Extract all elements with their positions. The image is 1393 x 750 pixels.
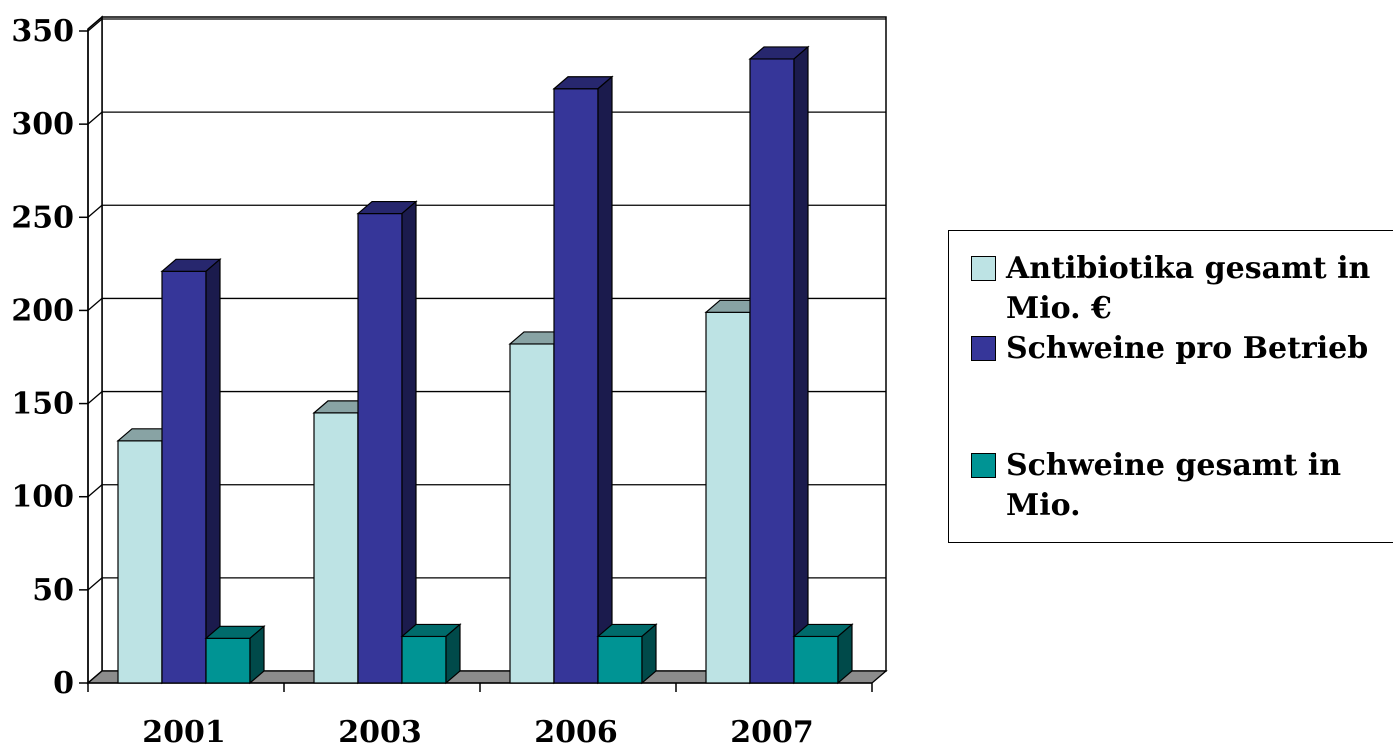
y-tick-label: 100 [11,480,74,515]
y-tick-label: 150 [11,387,74,422]
y-tick-label: 0 [53,666,74,701]
legend-label-antibiotika: Antibiotika gesamt in Mio. € [1006,251,1371,326]
x-tick-labels: 2001 2003 2006 2007 [142,715,814,750]
legend-label-schweine-gesamt: Schweine gesamt in Mio. [1006,448,1342,523]
bar [204,624,266,685]
bar-front [749,58,795,684]
bar-side [597,75,613,685]
legend-swatch-antibiotika [971,256,996,281]
gridline-side [87,111,103,125]
bar-side [445,623,461,685]
bar-front [553,88,599,684]
y-tick-label: 350 [11,14,74,49]
legend: Antibiotika gesamt in Mio. € Schweine pr… [948,230,1393,543]
bar-front [357,212,403,684]
y-tick-labels: 0 50 100 150 200 250 300 350 [11,14,74,701]
bar-side [205,258,221,685]
bar-front [793,635,839,684]
bar-side [641,623,657,685]
bar-side [401,200,417,685]
legend-swatch-schweine-pro-betrieb [971,336,996,361]
bar-front [205,637,251,684]
bar-side [793,45,809,685]
x-tick-label: 2007 [730,715,814,750]
gridline-side [87,484,103,498]
bar-side [249,624,265,685]
bar [400,623,462,685]
bar-front [161,270,207,684]
bar-front [313,412,359,684]
legend-item-schweine-pro-betrieb: Schweine pro Betrieb [971,329,1393,369]
bar [552,75,614,685]
gridline-side [87,297,103,311]
bar [160,258,222,685]
y-tick-label: 50 [32,573,74,608]
gridline-side [87,391,103,405]
x-tick-label: 2003 [338,715,422,750]
y-tick-label: 250 [11,200,74,235]
y-tick-label: 200 [11,293,74,328]
gridline-side [87,577,103,591]
gridline-side [87,18,103,32]
legend-label-schweine-pro-betrieb: Schweine pro Betrieb [1006,331,1369,366]
x-tick-label: 2006 [534,715,618,750]
bar-front [401,635,447,684]
bar-front [705,311,751,684]
bar [356,200,418,685]
bar [792,623,854,685]
bar-front [509,343,555,684]
bar [596,623,658,685]
gridline-side [87,204,103,218]
y-tick-label: 300 [11,107,74,142]
bars [116,45,854,685]
x-tick-label: 2001 [142,715,226,750]
bar-front [117,440,163,684]
bar [748,45,810,685]
legend-item-schweine-gesamt: Schweine gesamt in Mio. [971,446,1393,526]
bar-side [837,623,853,685]
legend-swatch-schweine-gesamt [971,453,996,478]
legend-item-antibiotika: Antibiotika gesamt in Mio. € [971,249,1393,329]
bar-front [597,635,643,684]
